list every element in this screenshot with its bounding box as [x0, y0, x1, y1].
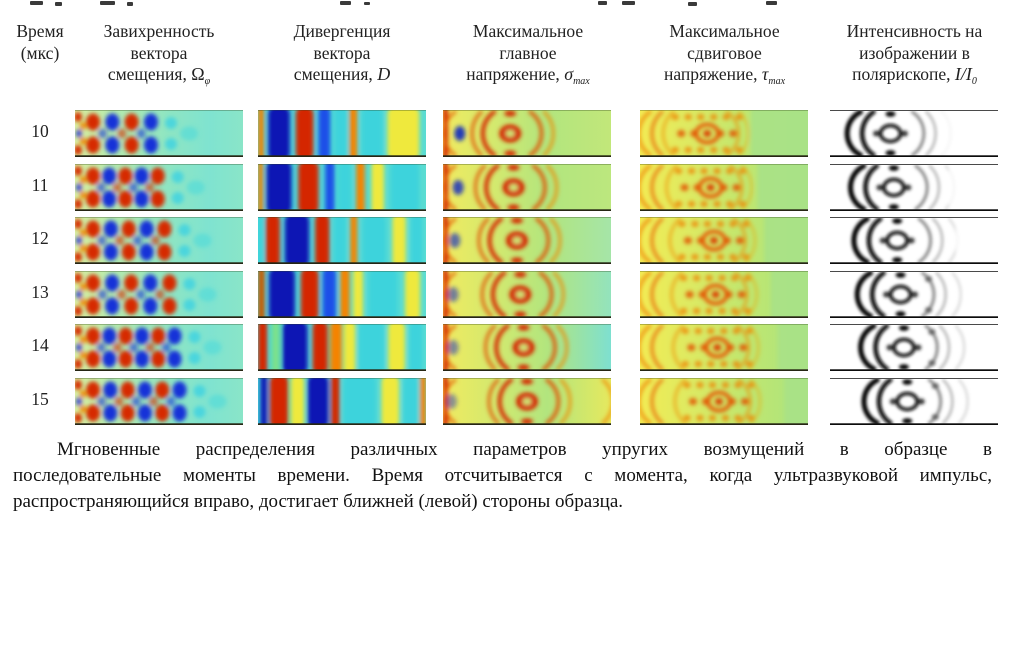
- heatmap-sigma-t12: [443, 217, 611, 264]
- header-line: вектора: [130, 42, 188, 63]
- heatmap-tau-t13: [640, 270, 808, 318]
- time-label-14: 14: [31, 335, 49, 355]
- column-header-principal-stress: Максимальное главное напряжение, σmax: [437, 21, 619, 93]
- math-symbol-intensity-ratio: I/I: [954, 64, 972, 84]
- time-label-10: 10: [31, 121, 49, 141]
- header-line: напряжение, τmax: [634, 64, 815, 93]
- clipped-text-fragment: [598, 1, 607, 5]
- header-line: Максимальное: [669, 21, 780, 41]
- heatmap-divergence-t10: [258, 110, 426, 157]
- heatmap-sigma-t15: [443, 377, 611, 425]
- clipped-text-fragment: [100, 1, 115, 5]
- heatmap-tau-t11: [640, 163, 808, 211]
- header-line: напряжение, σmax: [437, 64, 619, 93]
- time-label-11: 11: [31, 174, 49, 195]
- heatmap-divergence-t14: [258, 324, 426, 371]
- header-line: смещения, Ωφ: [69, 64, 249, 93]
- heatmap-vorticity-t14: [75, 324, 243, 371]
- column-header-polariscope: Интенсивность на изображении в поляриско…: [824, 21, 1005, 93]
- heatmap-tau-t15: [640, 377, 808, 425]
- header-line: смещения, D: [252, 64, 432, 93]
- caption-line: Мгновенные распределения различных парам…: [57, 439, 992, 460]
- heatmap-polar-t15: [830, 377, 998, 425]
- header-line: Интенсивность на: [846, 21, 983, 41]
- figure-caption: Мгновенные распределения различных парам…: [13, 437, 992, 515]
- heatmap-tau-t12: [640, 217, 808, 264]
- heatmap-polar-t12: [830, 217, 998, 264]
- clipped-text-fragment: [30, 1, 43, 5]
- header-line: изображении в: [859, 42, 970, 63]
- clipped-text-fragment: [688, 2, 697, 6]
- column-header-shear-stress: Максимальное сдвиговое напряжение, τmax: [634, 21, 815, 93]
- math-subscript: 0: [971, 76, 977, 87]
- clipped-text-fragment: [364, 2, 370, 5]
- math-subscript: max: [573, 76, 590, 87]
- time-label-13: 13: [31, 281, 49, 302]
- header-text: напряжение,: [466, 64, 560, 84]
- math-subscript: φ: [204, 76, 211, 87]
- header-line: сдвиговое: [687, 42, 762, 63]
- header-line: Максимальное: [472, 21, 584, 41]
- heatmap-divergence-t11: [258, 163, 426, 211]
- math-symbol-tau: τ: [761, 64, 769, 84]
- header-line: Дивергенция: [293, 21, 391, 41]
- caption-line: последовательные моменты времени. Время …: [13, 465, 992, 486]
- heatmap-divergence-t12: [258, 217, 426, 264]
- heatmap-polar-t10: [830, 110, 998, 157]
- header-line: вектора: [313, 42, 371, 63]
- math-symbol-omega: Ω: [191, 64, 205, 84]
- heatmap-divergence-t13: [258, 270, 426, 318]
- time-label-15: 15: [31, 388, 49, 409]
- header-line: Завихренность: [103, 21, 215, 41]
- header-text: полярископе,: [852, 64, 951, 84]
- math-subscript: max: [768, 76, 786, 87]
- heatmap-sigma-t13: [443, 270, 611, 318]
- clipped-text-fragment: [766, 1, 777, 5]
- header-text: напряжение,: [663, 64, 758, 84]
- heatmap-vorticity-t12: [75, 217, 243, 264]
- heatmap-vorticity-t11: [75, 163, 243, 211]
- column-header-vorticity: Завихренность вектора смещения, Ωφ: [69, 21, 249, 93]
- heatmap-polar-t14: [830, 324, 998, 371]
- heatmap-divergence-t15: [258, 377, 426, 425]
- caption-line: распространяющийся вправо, достигает бли…: [13, 491, 624, 512]
- math-symbol-D: D: [377, 64, 391, 84]
- heatmap-tau-t10: [640, 110, 808, 157]
- clipped-text-fragment: [127, 2, 133, 6]
- clipped-text-fragment: [340, 1, 351, 5]
- header-line: полярископе, I/I0: [824, 64, 1005, 93]
- heatmap-polar-t13: [830, 270, 998, 318]
- header-line: Время: [16, 21, 64, 41]
- heatmap-polar-t11: [830, 163, 998, 211]
- math-symbol-sigma: σ: [564, 64, 574, 84]
- heatmap-sigma-t11: [443, 163, 611, 211]
- heatmap-vorticity-t10: [75, 110, 243, 157]
- header-text: смещения,: [293, 64, 373, 84]
- clipped-text-fragment: [622, 1, 635, 5]
- column-header-divergence: Дивергенция вектора смещения, D: [252, 21, 432, 93]
- header-line: главное: [499, 42, 557, 63]
- header-line: (мкс): [20, 42, 60, 63]
- heatmap-sigma-t14: [443, 324, 611, 371]
- heatmap-sigma-t10: [443, 110, 611, 157]
- heatmap-vorticity-t13: [75, 270, 243, 318]
- clipped-text-fragment: [55, 2, 62, 6]
- header-text: смещения,: [107, 64, 187, 84]
- column-header-time: Время (мкс): [2, 21, 78, 64]
- heatmap-tau-t14: [640, 324, 808, 371]
- time-label-12: 12: [31, 228, 49, 248]
- heatmap-vorticity-t15: [75, 377, 243, 425]
